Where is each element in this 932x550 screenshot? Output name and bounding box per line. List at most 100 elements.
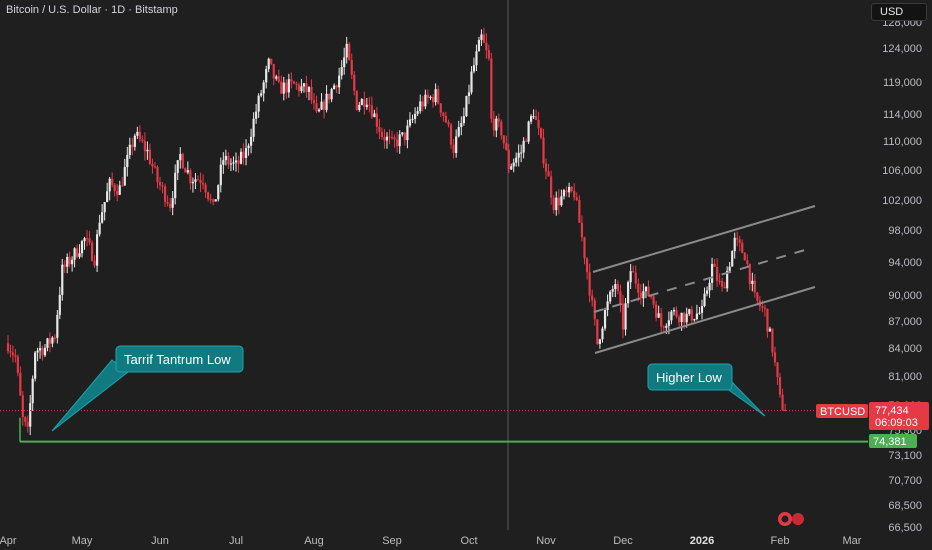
candle-body bbox=[31, 378, 34, 404]
candle-body bbox=[255, 111, 258, 119]
candle-body bbox=[398, 134, 401, 147]
candle-body bbox=[234, 160, 238, 163]
candle-body bbox=[408, 119, 412, 126]
candle-body bbox=[9, 351, 12, 353]
candle-body bbox=[93, 260, 96, 266]
y-tick-label: 102,000 bbox=[882, 195, 922, 207]
candle-body bbox=[106, 191, 109, 203]
x-tick-label: May bbox=[72, 535, 93, 547]
candle-body bbox=[151, 163, 154, 167]
candle-body bbox=[189, 170, 192, 184]
candle-body bbox=[475, 51, 478, 66]
candle-body bbox=[138, 131, 141, 140]
candle-body bbox=[414, 113, 417, 119]
candle-body bbox=[771, 328, 774, 353]
candle-body bbox=[34, 352, 37, 379]
candle-body bbox=[179, 153, 182, 161]
candle-body bbox=[290, 79, 293, 82]
candle-body bbox=[698, 312, 701, 314]
candle-body bbox=[229, 163, 233, 165]
candle-body bbox=[444, 115, 447, 123]
candle-body bbox=[510, 166, 513, 170]
candle-body bbox=[652, 296, 655, 305]
candle-body bbox=[24, 417, 27, 422]
candle-body bbox=[48, 338, 52, 344]
candle-body bbox=[214, 199, 217, 202]
candle-body bbox=[75, 248, 79, 257]
candle-body bbox=[497, 118, 500, 122]
candle-body bbox=[360, 99, 363, 105]
y-tick-label: 94,000 bbox=[888, 257, 922, 269]
candle-body bbox=[629, 271, 632, 283]
candle-body bbox=[209, 199, 212, 201]
candle-body bbox=[297, 84, 301, 92]
candle-body bbox=[217, 185, 220, 200]
candle-body bbox=[260, 93, 263, 96]
x-tick-label: Oct bbox=[460, 535, 477, 547]
candle-body bbox=[95, 234, 99, 266]
candle-body bbox=[36, 350, 39, 353]
candle-body bbox=[573, 190, 576, 198]
candle-body bbox=[544, 163, 548, 172]
candle-body bbox=[196, 179, 200, 181]
candle-body bbox=[713, 263, 716, 267]
candle-body bbox=[447, 122, 450, 125]
candle-body bbox=[302, 83, 306, 87]
candle-body bbox=[194, 179, 197, 182]
candle-body bbox=[335, 85, 338, 88]
candle-body bbox=[680, 312, 683, 323]
candle-body bbox=[191, 181, 195, 184]
candle-body bbox=[421, 101, 424, 107]
x-tick-label: Apr bbox=[0, 535, 17, 547]
candle-body bbox=[61, 264, 64, 295]
candle-body bbox=[121, 185, 124, 187]
candle-body bbox=[670, 311, 673, 321]
candle-body bbox=[449, 124, 453, 145]
candle-body bbox=[176, 160, 179, 173]
currency-button[interactable]: USD bbox=[871, 3, 927, 21]
candle-body bbox=[338, 75, 341, 88]
candle-body bbox=[419, 101, 422, 112]
candle-body bbox=[111, 178, 114, 185]
candle-body bbox=[703, 293, 706, 306]
symbol-tag-label: BTCUSD bbox=[820, 406, 865, 418]
candle-body bbox=[358, 104, 361, 110]
candle-body bbox=[14, 355, 17, 357]
candle-body bbox=[282, 82, 285, 94]
candle-body bbox=[406, 125, 409, 141]
candle-body bbox=[568, 186, 571, 193]
support-price-tag bbox=[869, 434, 917, 448]
countdown-label: 06:09:03 bbox=[875, 417, 918, 429]
candle-body bbox=[222, 160, 225, 165]
candle-body bbox=[232, 162, 235, 164]
candle-body bbox=[333, 85, 336, 90]
candle-body bbox=[68, 257, 71, 265]
candle-body bbox=[621, 303, 625, 330]
candle-body bbox=[83, 238, 86, 242]
candle-body bbox=[184, 168, 187, 173]
candle-body bbox=[63, 264, 66, 267]
y-tick-label: 84,000 bbox=[888, 343, 922, 355]
candle-body bbox=[411, 118, 414, 120]
candle-body bbox=[634, 272, 637, 284]
candle-body bbox=[307, 87, 311, 92]
candle-body bbox=[320, 101, 323, 110]
candle-body bbox=[522, 140, 525, 153]
candle-body bbox=[512, 162, 515, 167]
candle-body bbox=[532, 116, 535, 118]
candle-body bbox=[143, 141, 147, 152]
candle-body bbox=[690, 309, 693, 321]
candle-body bbox=[596, 319, 599, 345]
candle-body bbox=[675, 309, 678, 317]
candle-body bbox=[363, 99, 366, 108]
candle-body bbox=[429, 96, 432, 99]
candle-body bbox=[529, 116, 533, 122]
candle-body bbox=[609, 291, 612, 302]
candle-body bbox=[146, 149, 149, 152]
candle-body bbox=[29, 403, 32, 427]
candle-body bbox=[348, 43, 351, 60]
candle-body bbox=[103, 202, 106, 213]
event-marker-icon-inner bbox=[781, 515, 789, 523]
candle-body bbox=[277, 76, 280, 82]
